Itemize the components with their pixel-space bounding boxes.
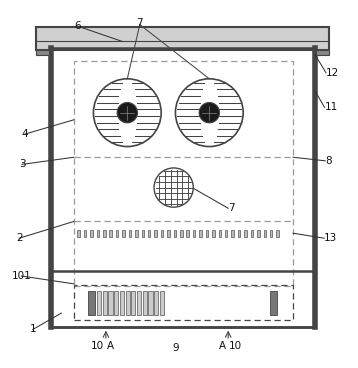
Bar bbox=[263, 230, 266, 237]
Bar bbox=[129, 230, 131, 237]
Bar bbox=[148, 230, 150, 237]
Bar bbox=[187, 230, 189, 237]
Bar bbox=[193, 230, 195, 237]
Circle shape bbox=[199, 103, 219, 123]
Bar bbox=[74, 61, 293, 286]
Bar bbox=[219, 230, 221, 237]
Bar bbox=[90, 230, 93, 237]
Bar bbox=[141, 230, 144, 237]
Bar bbox=[174, 230, 176, 237]
Bar bbox=[126, 291, 130, 315]
Bar bbox=[74, 285, 293, 320]
Bar bbox=[154, 230, 157, 237]
Text: 8: 8 bbox=[325, 156, 332, 166]
Bar bbox=[199, 230, 202, 237]
Bar bbox=[50, 49, 315, 327]
Text: 11: 11 bbox=[324, 102, 338, 112]
Bar bbox=[135, 230, 137, 237]
Bar bbox=[116, 230, 118, 237]
Bar bbox=[154, 291, 158, 315]
Bar bbox=[142, 291, 147, 315]
Text: A: A bbox=[219, 341, 226, 351]
Bar bbox=[244, 230, 247, 237]
Bar bbox=[231, 230, 234, 237]
Circle shape bbox=[117, 103, 137, 123]
Text: A: A bbox=[107, 341, 114, 351]
Bar bbox=[148, 291, 153, 315]
Bar bbox=[108, 291, 113, 315]
Bar bbox=[114, 291, 118, 315]
Bar bbox=[37, 27, 329, 50]
Text: 13: 13 bbox=[324, 233, 337, 243]
Text: 7: 7 bbox=[136, 18, 143, 28]
Bar bbox=[160, 291, 164, 315]
Bar bbox=[122, 230, 125, 237]
Bar bbox=[161, 230, 163, 237]
Bar bbox=[84, 230, 86, 237]
Bar bbox=[270, 291, 277, 315]
Bar bbox=[180, 230, 183, 237]
Bar bbox=[110, 230, 112, 237]
Bar bbox=[97, 291, 101, 315]
Text: 3: 3 bbox=[19, 159, 25, 169]
Text: 12: 12 bbox=[326, 68, 339, 78]
Text: 6: 6 bbox=[74, 21, 81, 31]
Bar bbox=[276, 230, 279, 237]
Bar bbox=[270, 230, 272, 237]
Bar bbox=[77, 230, 80, 237]
Text: 2: 2 bbox=[16, 233, 23, 243]
Bar bbox=[88, 291, 95, 315]
Bar bbox=[103, 291, 107, 315]
Bar bbox=[212, 230, 215, 237]
Bar bbox=[167, 230, 170, 237]
Bar bbox=[50, 271, 315, 327]
Bar bbox=[137, 291, 141, 315]
Bar bbox=[37, 50, 49, 55]
Bar bbox=[97, 230, 99, 237]
Bar bbox=[238, 230, 240, 237]
Text: 9: 9 bbox=[172, 343, 179, 353]
Bar bbox=[316, 50, 329, 55]
Text: 10: 10 bbox=[229, 341, 242, 351]
Bar bbox=[225, 230, 227, 237]
Text: 7: 7 bbox=[228, 203, 235, 213]
Bar bbox=[257, 230, 260, 237]
Text: 4: 4 bbox=[21, 129, 28, 139]
Bar bbox=[131, 291, 135, 315]
Bar bbox=[251, 230, 253, 237]
Text: 10: 10 bbox=[91, 341, 103, 351]
Text: 1: 1 bbox=[29, 325, 36, 335]
Bar bbox=[206, 230, 208, 237]
Text: 101: 101 bbox=[11, 271, 31, 281]
Bar bbox=[103, 230, 106, 237]
Bar bbox=[120, 291, 124, 315]
